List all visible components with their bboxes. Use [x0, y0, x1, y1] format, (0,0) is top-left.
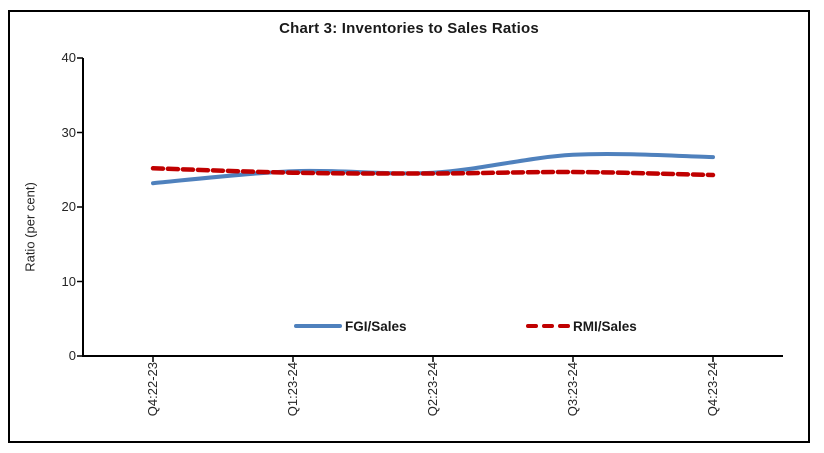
x-tick-label: Q3:23-24: [565, 362, 580, 417]
fgi-sales-line-swatch: [294, 324, 342, 328]
rmi-sales-line: [150, 166, 716, 178]
y-tick-label: 10: [61, 273, 76, 289]
y-tick-label: 30: [61, 124, 76, 140]
x-tick-label: Q4:22-23: [145, 362, 160, 417]
x-tick-label: Q1:23-24: [285, 362, 300, 417]
rmi-sales-legend-label: RMI/Sales: [573, 318, 637, 334]
y-tick-label: 0: [68, 348, 76, 363]
fgi-sales-line: [151, 152, 715, 186]
y-tick-label: 40: [61, 50, 76, 65]
legend-dash-segment: [558, 323, 570, 329]
x-tick-label: Q2:23-24: [425, 362, 440, 417]
fgi-sales-legend-label: FGI/Sales: [345, 318, 407, 334]
x-tick-label: Q4:23-24: [705, 362, 720, 417]
chart-title: Chart 3: Inventories to Sales Ratios: [279, 20, 539, 37]
rmi-sales-line-swatch: [526, 323, 570, 329]
chart-outer-border: [8, 10, 810, 443]
y-tick-label: 20: [61, 199, 76, 214]
legend-dash-segment: [526, 323, 538, 329]
legend-item-rmi-sales: RMI/Sales: [526, 318, 637, 334]
legend-item-fgi-sales: FGI/Sales: [294, 318, 407, 334]
legend-dash-segment: [542, 323, 554, 329]
